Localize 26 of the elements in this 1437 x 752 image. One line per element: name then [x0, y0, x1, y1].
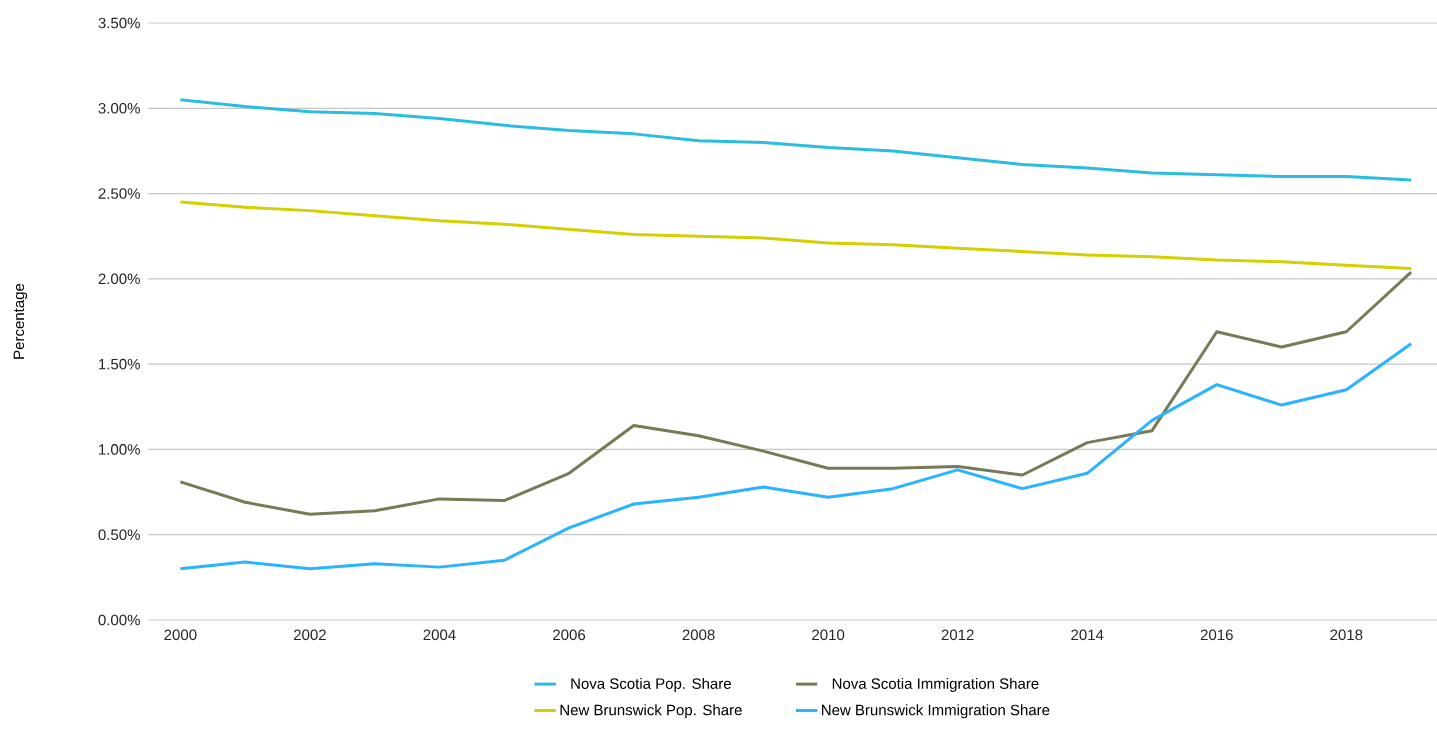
x-tick-label: 2010 [812, 629, 845, 641]
x-tick-label: 2004 [423, 629, 456, 641]
legend-label: New Brunswick Immigration Share [822, 704, 1050, 719]
y-tick-label: 0.50% [98, 529, 140, 541]
y-tick-label: 1.00% [99, 444, 140, 455]
y-tick-label: 1.50% [99, 358, 140, 370]
x-tick-label: 2000 [164, 629, 197, 641]
x-tick-label: 2008 [682, 629, 715, 641]
legend-label: New Brunswick Pop. Share [560, 704, 742, 719]
x-tick-label: 2012 [941, 629, 974, 641]
y-tick-label: 3.50% [98, 17, 140, 29]
x-tick-label: 2016 [1200, 629, 1233, 641]
legend-label: Nova Scotia Immigration Share [832, 677, 1039, 692]
y-tick-label: 0.00% [98, 614, 140, 626]
x-tick-label: 2002 [294, 629, 326, 641]
x-tick-label: 2014 [1071, 629, 1104, 641]
x-tick-label: 2006 [553, 629, 586, 641]
y-tick-label: 3.00% [98, 102, 140, 114]
y-tick-label: 2.50% [98, 188, 140, 199]
line-series [178, 98, 1413, 182]
x-tick-label: 2018 [1330, 629, 1363, 641]
line-series [178, 342, 1413, 571]
line-series [178, 270, 1413, 516]
y-tick-label: 2.00% [98, 273, 140, 285]
y-axis-title: Percentage [13, 283, 28, 359]
legend-label: Nova Scotia Pop. Share [571, 677, 731, 692]
